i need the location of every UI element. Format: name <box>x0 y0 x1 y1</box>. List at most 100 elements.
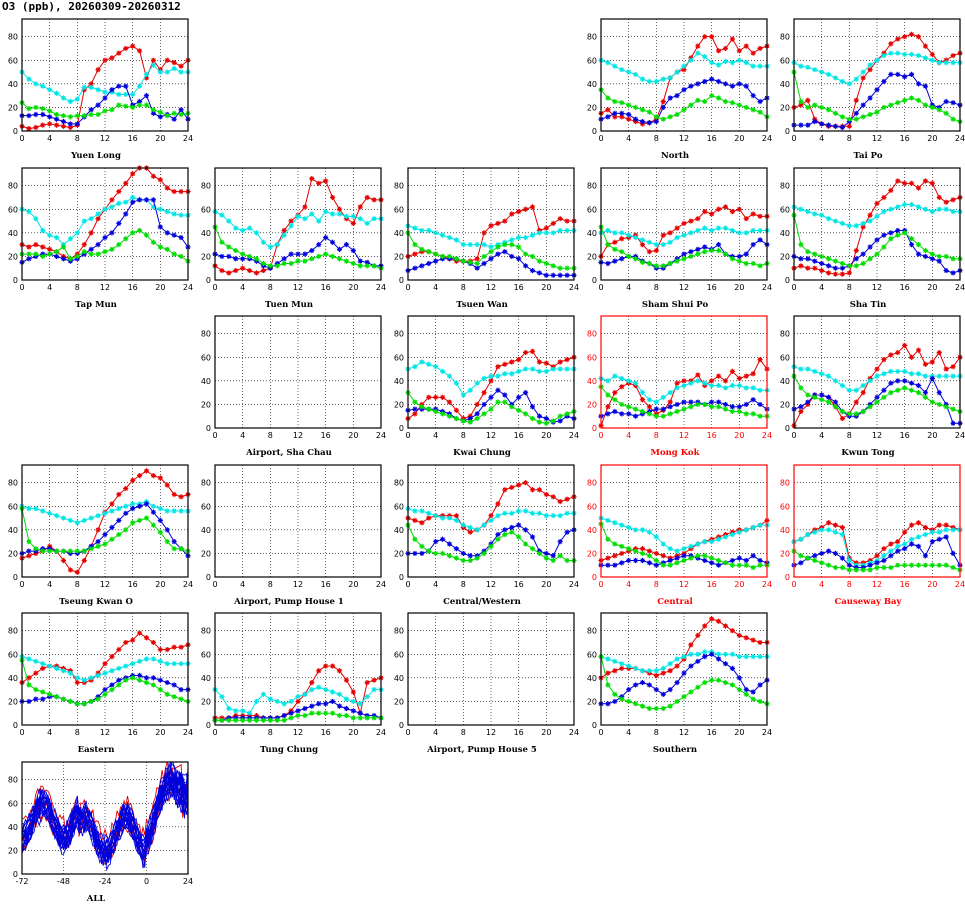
panel-title: Tseung Kwan O <box>59 596 133 607</box>
blue-data-point <box>915 250 922 257</box>
green-data-point <box>681 694 687 700</box>
green-data-point <box>715 95 722 101</box>
cyan-data-point <box>439 232 446 238</box>
cyan-data-point <box>67 235 74 241</box>
y-tick-label: 60 <box>201 205 211 214</box>
red-data-point <box>529 203 536 210</box>
x-tick-label: 0 <box>598 283 603 292</box>
x-tick-label: 4 <box>626 580 631 589</box>
green-data-point <box>715 247 722 253</box>
cyan-data-point <box>433 229 439 235</box>
green-data-point <box>502 399 508 405</box>
green-data-point <box>757 109 763 115</box>
blue-data-point <box>357 710 363 716</box>
red-data-point <box>646 404 653 410</box>
blue-data-point <box>943 533 949 540</box>
cyan-data-point <box>632 665 639 672</box>
green-data-point <box>178 696 184 702</box>
green-data-point <box>157 687 163 693</box>
cyan-data-point <box>171 65 177 72</box>
blue-data-point <box>950 269 956 276</box>
x-tick-label: 0 <box>212 728 217 737</box>
red-data-point <box>709 616 715 622</box>
cyan-data-point <box>915 52 922 59</box>
blue-data-point <box>309 703 315 709</box>
red-data-point <box>881 357 887 363</box>
green-data-point <box>102 540 108 547</box>
green-data-point <box>488 248 494 254</box>
x-tick-label: 16 <box>128 283 138 292</box>
cyan-data-point <box>832 75 839 81</box>
cyan-data-point <box>639 76 646 82</box>
red-data-point <box>40 665 46 672</box>
green-data-point <box>619 100 625 106</box>
blue-data-point <box>164 679 170 686</box>
green-data-point <box>950 406 956 412</box>
chart-panel: 0 4 8 12 16 20 24 0 20 40 60 80 Airport, Sha Chau <box>193 313 386 461</box>
blue-data-point <box>47 114 53 120</box>
blue-data-point <box>605 701 611 707</box>
x-tick-label: 16 <box>707 728 717 737</box>
green-data-point <box>729 562 736 568</box>
red-data-point <box>522 479 529 485</box>
red-data-point <box>846 269 852 276</box>
blue-data-point <box>522 262 529 268</box>
red-data-point <box>895 36 901 42</box>
green-data-point <box>143 679 150 686</box>
green-data-point <box>646 552 653 558</box>
red-data-point <box>874 366 880 372</box>
x-tick-label: 4 <box>240 580 245 589</box>
chart-panel: 0 4 8 12 16 20 24 0 20 40 60 80 Tsuen Wan <box>386 165 579 313</box>
cyan-data-point <box>302 691 308 697</box>
red-data-point <box>646 248 653 254</box>
blue-data-point <box>150 110 157 116</box>
cyan-data-point <box>846 557 852 563</box>
cyan-data-point <box>798 206 804 212</box>
chart-panel: 0 4 8 12 16 20 24 0 20 40 60 80 Central/Western <box>386 462 579 610</box>
x-tick-label: 20 <box>734 728 744 737</box>
cyan-data-point <box>902 51 908 57</box>
red-data-point <box>522 349 529 356</box>
cyan-data-point <box>81 217 87 224</box>
red-data-point <box>316 668 322 674</box>
y-tick-label: 40 <box>587 377 597 386</box>
red-data-point <box>709 210 715 217</box>
green-data-point <box>136 227 143 233</box>
red-data-point <box>343 677 350 683</box>
x-tick-label: 12 <box>679 283 689 292</box>
green-data-point <box>536 419 543 425</box>
x-tick-label: 12 <box>293 431 303 440</box>
green-data-point <box>936 562 942 568</box>
blue-data-point <box>722 401 729 408</box>
cyan-data-point <box>60 95 67 101</box>
green-data-point <box>646 109 653 115</box>
x-tick-label: 8 <box>461 728 466 737</box>
green-data-point <box>116 241 122 247</box>
blue-data-point <box>681 250 687 257</box>
blue-data-point <box>702 654 708 660</box>
green-data-point <box>336 255 343 261</box>
cyan-data-point <box>350 213 356 219</box>
green-data-point <box>157 109 163 115</box>
x-tick-label: 8 <box>461 431 466 440</box>
red-data-point <box>722 203 729 210</box>
blue-data-point <box>171 116 177 122</box>
blue-data-point <box>646 559 653 565</box>
green-data-point <box>881 394 887 400</box>
red-data-point <box>881 194 887 200</box>
red-data-point <box>936 522 942 528</box>
red-data-point <box>467 529 473 535</box>
blue-data-point <box>874 559 880 565</box>
green-data-point <box>33 250 39 257</box>
green-data-point <box>943 110 949 116</box>
x-tick-label: 24 <box>376 431 386 440</box>
x-tick-label: 12 <box>293 728 303 737</box>
green-data-point <box>123 677 129 683</box>
green-data-point <box>908 387 915 393</box>
blue-data-point <box>26 255 32 261</box>
chart-panel: 0 4 8 12 16 20 24 0 20 40 60 80 Airport, Pump House … <box>193 462 386 610</box>
y-tick-label: 40 <box>8 674 18 683</box>
green-data-point <box>343 712 350 719</box>
page-title: O3 (ppb), 20260309-20260312 <box>2 0 181 13</box>
